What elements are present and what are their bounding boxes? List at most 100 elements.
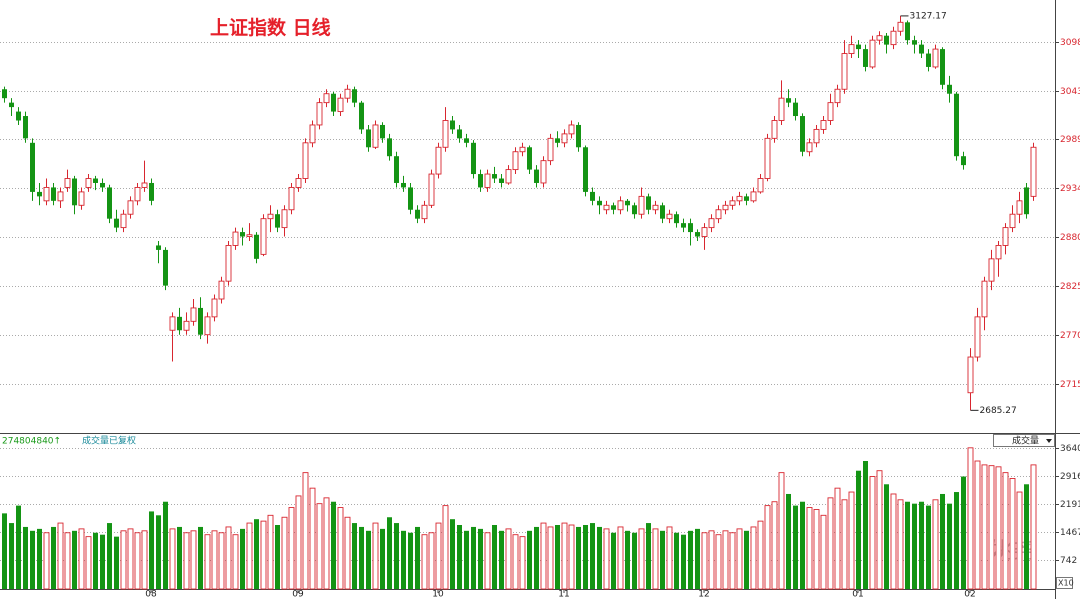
x-tick-label: 09 <box>292 590 304 599</box>
volume-bar <box>666 526 673 590</box>
candle-body <box>547 137 554 162</box>
candle-body <box>764 137 771 179</box>
candle-body <box>30 142 35 192</box>
candle-body <box>408 187 413 210</box>
x-tick-label: 11 <box>558 590 569 599</box>
candle-body <box>288 186 295 211</box>
candle-body <box>666 213 673 220</box>
volume-bar <box>995 466 1002 590</box>
candle-body <box>344 88 351 99</box>
candle-body <box>988 258 995 282</box>
volume-bar <box>947 503 952 589</box>
y-tick-label: 2934 <box>1060 184 1080 194</box>
volume-bar <box>974 460 981 590</box>
menu-arrow[interactable] <box>1046 439 1052 443</box>
y-tick-label: 2989 <box>1060 135 1080 145</box>
candle-body <box>93 178 98 183</box>
candle-body <box>932 48 939 68</box>
candle-body <box>309 124 316 144</box>
volume-bar <box>37 528 42 589</box>
candle-body <box>85 178 92 188</box>
y-tick-label: 3098 <box>1060 38 1080 48</box>
candle-body <box>863 49 868 67</box>
candle-body <box>295 178 302 188</box>
candle-body <box>190 307 197 322</box>
volume-bar <box>744 530 749 589</box>
menu-label[interactable]: 成交量 <box>1012 435 1039 447</box>
volume-bar <box>156 515 161 589</box>
volume-bar <box>499 530 504 589</box>
candle-body <box>9 102 14 108</box>
volume-bar <box>527 530 532 589</box>
volume-bar <box>646 523 651 589</box>
candle-body <box>211 298 218 318</box>
candle-body <box>729 200 736 206</box>
volume-bar <box>331 501 336 589</box>
y-tick-label: 2916 <box>1060 472 1080 482</box>
candle-body <box>394 156 399 183</box>
volume-bar <box>114 536 119 589</box>
volume-bar <box>177 526 182 589</box>
candle-body <box>995 245 1002 260</box>
volume-bar <box>632 532 637 589</box>
candle-body <box>954 93 959 157</box>
candle-body <box>681 223 686 228</box>
volume-bar <box>43 532 50 590</box>
candle-body <box>352 89 357 103</box>
candle-body <box>947 84 952 94</box>
candle-body <box>876 35 883 41</box>
volume-bar <box>183 532 190 590</box>
volume-bar <box>323 497 330 590</box>
x-tick-label: 08 <box>145 590 157 599</box>
menu-box[interactable] <box>993 434 1055 447</box>
volume-bar <box>1016 491 1023 590</box>
candle-body <box>380 124 385 139</box>
candle-body <box>827 102 834 121</box>
candle-body <box>428 173 435 206</box>
candle-body <box>646 196 651 210</box>
candle-body <box>499 178 504 183</box>
candle-body <box>926 53 931 67</box>
volume-bar <box>778 472 785 590</box>
volume-menu[interactable]: 成交量 <box>993 434 1055 447</box>
candle-body <box>331 93 336 112</box>
volume-bar <box>134 532 141 590</box>
volume-bar <box>848 491 855 590</box>
candle-body <box>708 218 715 229</box>
candle-body <box>674 214 679 224</box>
y-tick-label: 2191 <box>1060 500 1080 510</box>
candle-body <box>218 280 225 300</box>
volume-bar <box>254 519 259 589</box>
volume-bar <box>30 530 35 589</box>
volume-bar <box>583 525 588 589</box>
max-label: 3127.17 <box>910 11 947 21</box>
candle-body <box>100 182 105 188</box>
candle-body <box>771 120 778 139</box>
candle-body <box>527 147 532 170</box>
volume-bar <box>260 520 267 590</box>
volume-bar <box>464 530 469 589</box>
volume-bar <box>793 505 798 589</box>
volume-bar <box>484 532 491 590</box>
volume-bar <box>638 528 645 590</box>
volume-bar <box>141 530 148 590</box>
volume-bar <box>827 497 834 590</box>
volume-bar <box>800 501 805 589</box>
candle-body <box>981 280 988 318</box>
volume-bar <box>841 499 848 590</box>
candle-body <box>267 213 274 220</box>
volume-bar <box>211 530 218 590</box>
candle-body <box>464 138 469 143</box>
volume-bar <box>401 530 406 589</box>
candle-body <box>457 129 462 139</box>
volume-bar <box>127 528 134 590</box>
y-tick-label: 1467 <box>1060 528 1080 538</box>
volume-bar <box>856 470 861 589</box>
candle-body <box>813 128 820 144</box>
candle-body <box>786 98 791 103</box>
volume-bar <box>534 526 539 589</box>
candle-body <box>51 187 56 201</box>
x-tick-label: 12 <box>698 590 709 599</box>
candle-body <box>134 186 141 202</box>
